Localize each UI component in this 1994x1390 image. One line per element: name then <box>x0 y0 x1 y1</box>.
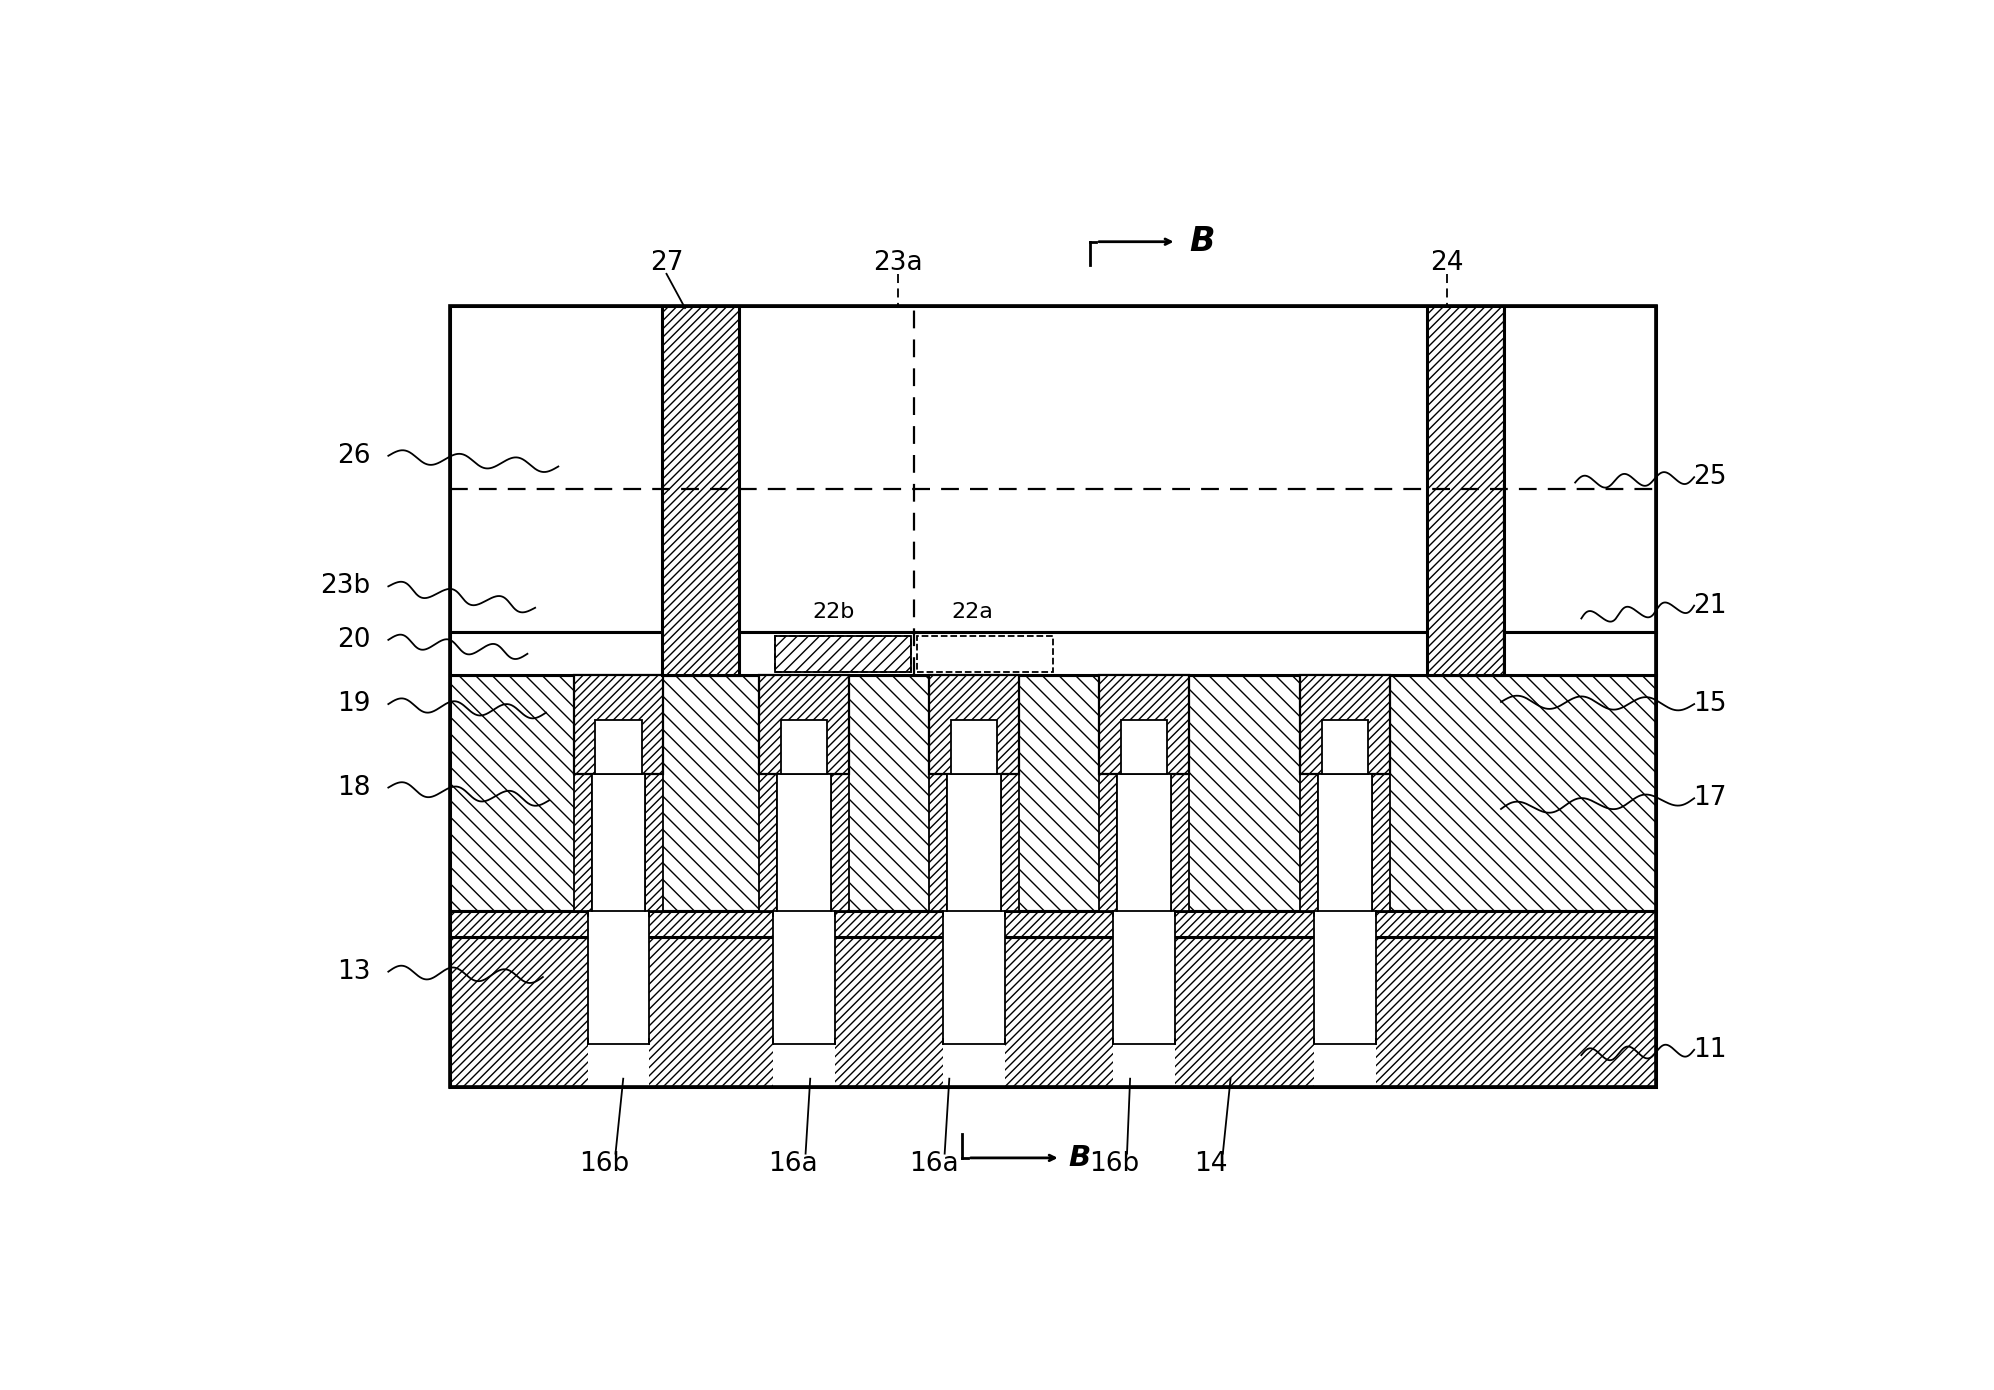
Text: 22b: 22b <box>812 602 855 623</box>
Bar <box>646 774 664 910</box>
Bar <box>1001 774 1019 910</box>
Text: 18: 18 <box>337 774 371 801</box>
Bar <box>947 774 1001 910</box>
Text: 15: 15 <box>1693 691 1727 717</box>
Text: 16a: 16a <box>768 1151 818 1177</box>
Bar <box>943 905 1005 1087</box>
Bar <box>760 676 849 774</box>
Bar <box>451 306 1655 1087</box>
Bar <box>1099 774 1117 910</box>
Bar <box>1170 774 1188 910</box>
Bar <box>774 635 911 671</box>
Bar <box>774 635 911 671</box>
Bar <box>574 676 664 910</box>
Text: 16b: 16b <box>1089 1151 1141 1177</box>
Text: 16b: 16b <box>580 1151 630 1177</box>
Bar <box>574 676 664 774</box>
Text: 23a: 23a <box>873 250 923 277</box>
Text: 26: 26 <box>337 443 371 468</box>
Bar <box>1322 720 1368 774</box>
Bar <box>929 676 1019 910</box>
Text: 21: 21 <box>1693 592 1727 619</box>
Text: B: B <box>1069 1144 1091 1172</box>
Bar <box>951 720 997 774</box>
Bar <box>782 720 828 774</box>
Bar <box>831 774 849 910</box>
Bar <box>1300 774 1318 910</box>
Bar <box>1113 905 1174 1087</box>
Bar <box>451 632 1655 676</box>
Text: 13: 13 <box>337 959 371 984</box>
Text: B: B <box>1188 225 1214 259</box>
Bar <box>451 937 1655 1087</box>
Text: 16a: 16a <box>909 1151 959 1177</box>
Bar <box>1099 676 1188 910</box>
Bar <box>588 905 650 1087</box>
Bar <box>760 676 849 910</box>
Bar <box>1318 774 1372 910</box>
Bar <box>1372 774 1390 910</box>
Bar <box>592 774 646 910</box>
Text: 23b: 23b <box>319 573 371 599</box>
Text: 24: 24 <box>1430 250 1464 277</box>
Text: 22a: 22a <box>951 602 993 623</box>
Text: 14: 14 <box>1194 1151 1226 1177</box>
Bar <box>1428 306 1503 676</box>
Text: 25: 25 <box>1693 464 1727 491</box>
Bar <box>929 774 947 910</box>
Text: 19: 19 <box>337 691 371 717</box>
Bar <box>1300 676 1390 910</box>
Bar <box>778 774 831 910</box>
Bar <box>574 774 592 910</box>
Bar <box>760 774 778 910</box>
Bar <box>1314 905 1376 1087</box>
Bar <box>929 676 1019 774</box>
Bar <box>1099 676 1188 774</box>
Text: 20: 20 <box>337 627 371 653</box>
Bar <box>917 635 1053 671</box>
Bar <box>1121 720 1166 774</box>
Text: 11: 11 <box>1693 1037 1727 1063</box>
Bar <box>451 676 1655 910</box>
Bar <box>1300 676 1390 774</box>
Bar <box>451 910 1655 937</box>
Bar <box>774 905 835 1087</box>
Bar <box>596 720 642 774</box>
Bar <box>451 306 1655 632</box>
Bar <box>1117 774 1170 910</box>
Text: 27: 27 <box>650 250 684 277</box>
Bar <box>662 306 740 676</box>
Text: 17: 17 <box>1693 785 1727 812</box>
